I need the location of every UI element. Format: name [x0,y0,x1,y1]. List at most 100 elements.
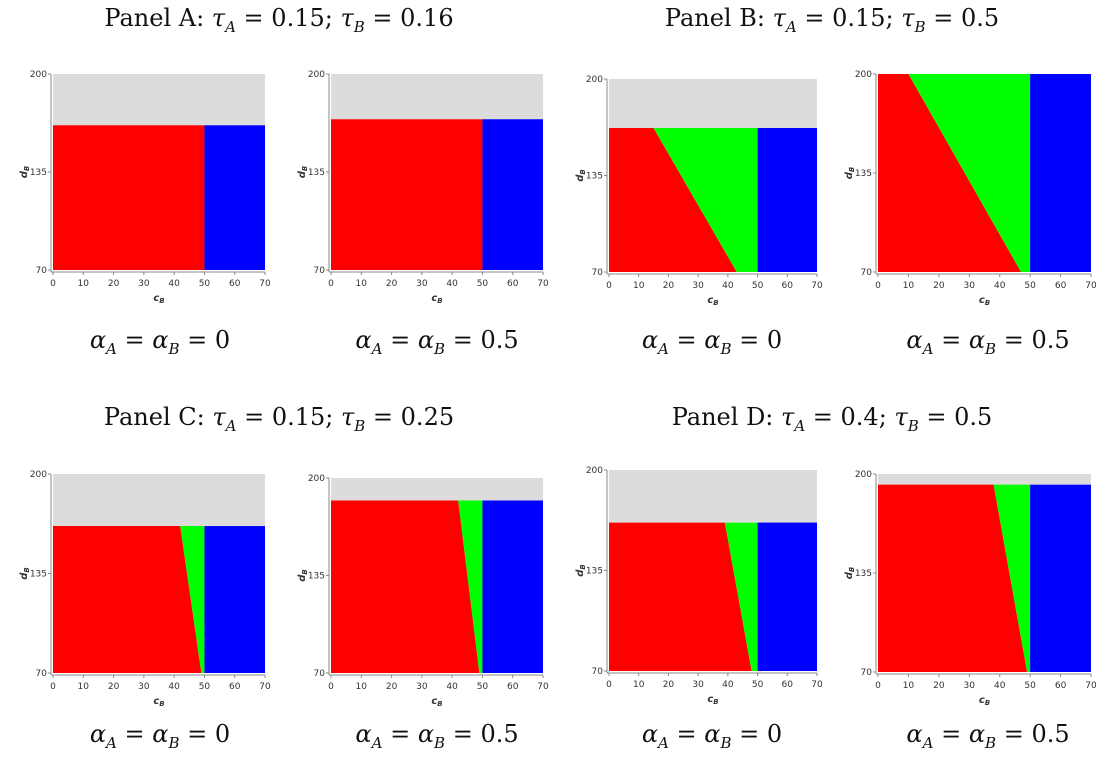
x-tick-label: 60 [229,682,241,692]
infeasible-region [53,74,265,126]
x-tick-label: 30 [964,281,976,291]
x-tick-label: 0 [606,281,612,291]
x-tick-label: 30 [692,680,704,690]
x-tick-label: 0 [50,682,56,692]
y-tick-label: 135 [308,572,325,582]
green-region [653,127,758,272]
x-tick-label: 40 [168,682,180,692]
x-tick-label: 60 [229,279,241,289]
blue-region [1030,74,1091,272]
y-axis-label: dB [19,166,31,179]
x-tick-label: 60 [507,279,519,289]
y-tick-label: 70 [36,669,48,679]
x-tick-label: 20 [108,279,120,289]
x-tick-label: 60 [782,281,794,291]
region-plot: 0 10 20 30 40 50 60 70 70 135 200 cB dB [297,70,549,305]
x-axis-label: cB [979,695,990,707]
region-plot: 0 10 20 30 40 50 60 70 70 135 200 cB dB [19,470,271,708]
condition-label: αA = αB = 0.5 [355,326,519,358]
x-tick-label: 20 [386,682,398,692]
blue-region [757,522,817,671]
region-plot: 0 10 20 30 40 50 60 70 70 135 200 cB dB [19,70,271,305]
x-tick-label: 30 [416,682,428,692]
x-axis-label-sub: B [437,700,442,708]
x-axis-label: cB [153,293,164,305]
region-plot: 0 10 20 30 40 50 60 70 70 135 200 cB dB [844,70,1097,307]
infeasible-region [609,79,817,128]
y-axis-label: dB [844,167,856,180]
x-tick-label: 30 [138,682,150,692]
x-tick-label: 0 [606,680,612,690]
red-region [53,526,202,673]
x-tick-label: 70 [1085,681,1097,691]
x-tick-label: 40 [994,681,1006,691]
y-axis-label-sub: B [848,567,856,572]
red-region [53,125,205,270]
x-tick-label: 50 [199,279,211,289]
x-tick-label: 10 [903,681,915,691]
x-axis-label-sub: B [437,297,442,305]
condition-label: αA = αB = 0 [89,720,231,752]
y-tick-label: 200 [855,70,872,80]
red-region [331,500,480,673]
blue-region [482,119,543,270]
y-tick-label: 200 [308,70,325,80]
panel-b-title: Panel B: τA = 0.15; τB = 0.5 [664,4,1000,36]
blue-region [204,526,265,673]
y-tick-label: 70 [592,268,604,278]
y-tick-label: 135 [855,169,872,179]
x-axis-label: cB [153,696,164,708]
x-tick-label: 60 [1055,681,1067,691]
y-tick-label: 70 [861,668,873,678]
x-tick-label: 20 [933,681,945,691]
x-tick-label: 20 [108,682,120,692]
red-region [878,484,1028,672]
x-axis-label: cB [979,295,990,307]
infeasible-region [609,470,817,523]
y-tick-label: 135 [30,570,47,580]
y-tick-label: 135 [308,168,325,178]
x-tick-label: 50 [1024,681,1036,691]
red-region [609,522,752,671]
y-axis-label-sub: B [23,166,31,171]
x-tick-label: 20 [663,680,675,690]
x-axis-label-sub: B [713,698,718,706]
x-axis-label: cB [707,694,718,706]
x-tick-label: 60 [1055,281,1067,291]
x-tick-label: 70 [537,279,549,289]
blue-region [757,127,817,272]
x-tick-label: 10 [903,281,915,291]
x-tick-label: 30 [964,681,976,691]
x-tick-label: 40 [446,682,458,692]
x-tick-label: 0 [875,681,881,691]
x-axis-label-sub: B [985,299,990,307]
x-tick-label: 50 [752,680,764,690]
x-tick-label: 40 [168,279,180,289]
y-tick-label: 70 [314,669,326,679]
x-axis-label-sub: B [159,297,164,305]
x-tick-label: 0 [50,279,56,289]
red-region [609,127,737,272]
infeasible-region [53,474,265,527]
x-tick-label: 70 [537,682,549,692]
x-tick-label: 20 [386,279,398,289]
green-region [180,526,205,673]
y-axis-label-sub: B [301,166,309,171]
x-axis-label: cB [707,295,718,307]
x-tick-label: 30 [416,279,428,289]
y-tick-label: 70 [592,667,604,677]
red-region [878,74,1022,272]
y-axis-label: dB [575,169,587,182]
region-plot: 0 10 20 30 40 50 60 70 70 135 200 cB dB [575,466,823,706]
infeasible-region [878,474,1091,485]
y-tick-label: 200 [855,470,872,480]
x-axis-label-sub: B [159,700,164,708]
x-axis-label: cB [431,696,442,708]
x-tick-label: 20 [663,281,675,291]
y-axis-label: dB [844,567,856,580]
x-tick-label: 10 [633,680,645,690]
green-region [458,500,483,673]
region-plot: 0 10 20 30 40 50 60 70 70 135 200 cB dB [844,470,1097,707]
x-tick-label: 50 [477,279,489,289]
